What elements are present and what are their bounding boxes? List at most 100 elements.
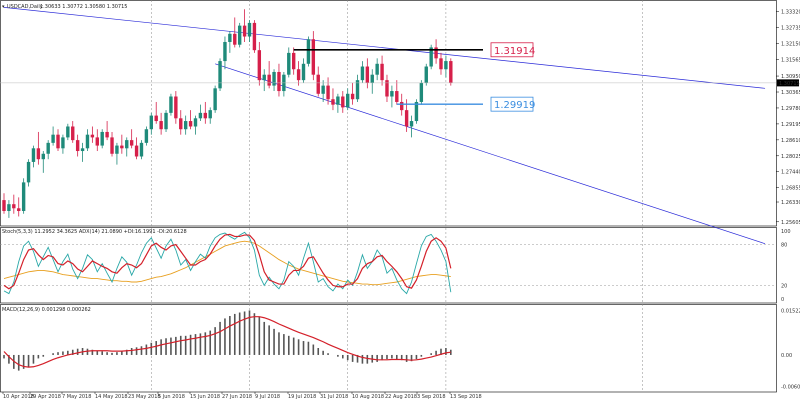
candle xyxy=(326,77,330,105)
candle-body xyxy=(134,145,139,157)
candle xyxy=(341,91,345,113)
candle xyxy=(125,137,129,157)
x-tick-label: 22 Aug 2018 xyxy=(385,394,417,400)
x-tick-label: 10 Aug 2018 xyxy=(352,394,384,400)
candle-body xyxy=(291,52,296,70)
candle xyxy=(61,134,65,154)
candle-body xyxy=(360,66,365,81)
candle-body xyxy=(21,182,26,212)
stoch-title: Stoch(5,3,3) 11.2952 34.3625 ADX(14) 21.… xyxy=(2,229,187,235)
candle-body xyxy=(395,91,399,102)
candle-body xyxy=(404,110,409,127)
candle-body xyxy=(326,85,330,100)
candle xyxy=(395,80,399,105)
candle xyxy=(365,58,370,89)
candle xyxy=(90,126,95,143)
candle-body xyxy=(100,131,104,146)
candle xyxy=(385,74,389,102)
candle-body xyxy=(2,200,6,212)
ohlc-values: 1.30633 1.30772 1.30580 1.30715 xyxy=(40,4,127,10)
resistance-label: 1.31914 xyxy=(494,46,535,57)
candle-body xyxy=(198,112,203,119)
candle xyxy=(85,129,90,152)
candle xyxy=(12,194,16,214)
candle-body xyxy=(66,126,70,138)
candle xyxy=(41,151,45,173)
y-tick-label: 1.28025 xyxy=(781,154,800,160)
candle xyxy=(390,85,394,108)
macd-tick-label: 0.00 xyxy=(781,353,792,359)
candle-body xyxy=(169,96,173,113)
pane-frames xyxy=(0,0,777,393)
candle-body xyxy=(434,47,438,59)
resistance-label-box xyxy=(490,42,534,58)
candle xyxy=(247,20,252,42)
candle xyxy=(174,91,178,124)
price-levels[interactable]: 1.31914 1.29919 xyxy=(293,42,536,112)
stoch-tick-label: 80 xyxy=(781,243,787,249)
candle-body xyxy=(400,101,404,111)
candle-body xyxy=(179,118,183,130)
candle-body xyxy=(129,140,134,146)
candle xyxy=(409,115,414,138)
x-tick-label: 31 Jul 2018 xyxy=(320,394,348,400)
candle-body xyxy=(56,134,60,149)
candle-body xyxy=(306,39,311,64)
price-channel[interactable] xyxy=(3,7,766,245)
candle-body xyxy=(183,121,188,130)
candle xyxy=(375,58,379,81)
candle-body xyxy=(228,33,232,42)
symbol-label: USDCAD,Daily xyxy=(7,4,43,10)
candle-body xyxy=(90,134,95,138)
macd-tick-label: 0.01522 xyxy=(781,308,800,314)
candle xyxy=(316,66,320,97)
candle-body xyxy=(223,41,227,62)
candle-body xyxy=(71,126,75,141)
candle-body xyxy=(115,145,119,154)
candle xyxy=(164,110,168,132)
macd-pane: 0.01522 0.00 -0.00609 xyxy=(3,308,800,390)
chart-header: ▾ USDCAD,Daily 1.30633 1.30772 1.30580 1… xyxy=(2,4,127,10)
x-tick-label: 7 May 2018 xyxy=(62,394,91,400)
y-tick-label: 1.26855 xyxy=(781,186,800,192)
candle-body xyxy=(61,137,65,149)
candle-body xyxy=(277,71,281,92)
candle xyxy=(218,58,222,92)
candle-body xyxy=(105,131,109,138)
candle-body xyxy=(355,80,360,100)
stoch-tick-label: 0 xyxy=(781,297,784,303)
candle-body xyxy=(139,142,144,157)
macd-tick-label: -0.00609 xyxy=(781,384,800,390)
candle xyxy=(311,31,316,81)
candle xyxy=(267,61,271,89)
candle-body xyxy=(365,66,370,83)
candle xyxy=(439,52,443,75)
candle xyxy=(296,61,301,86)
candle-body xyxy=(17,208,21,212)
candle xyxy=(179,110,183,135)
candle xyxy=(301,58,306,83)
candle xyxy=(208,107,212,124)
candle xyxy=(193,115,198,135)
candle-body xyxy=(336,96,340,105)
candle xyxy=(291,47,296,75)
candle xyxy=(233,17,237,48)
candle-body xyxy=(110,137,114,154)
candle-body xyxy=(218,61,222,89)
candle-body xyxy=(80,148,85,152)
candle-body xyxy=(301,63,306,81)
candle xyxy=(242,9,247,42)
candle-body xyxy=(188,121,193,127)
candle xyxy=(223,36,227,70)
y-tick-label: 1.30950 xyxy=(781,74,800,80)
candle xyxy=(444,55,448,78)
y-tick-label: 1.32150 xyxy=(781,41,800,47)
candle-body xyxy=(36,148,41,160)
x-tick-label: 15 Jun 2018 xyxy=(190,394,220,400)
candle xyxy=(360,61,365,83)
x-tick-label: 5 Jun 2018 xyxy=(158,394,185,400)
y-tick-label: 1.30365 xyxy=(781,90,800,96)
candle xyxy=(237,22,242,48)
candle xyxy=(120,134,124,154)
